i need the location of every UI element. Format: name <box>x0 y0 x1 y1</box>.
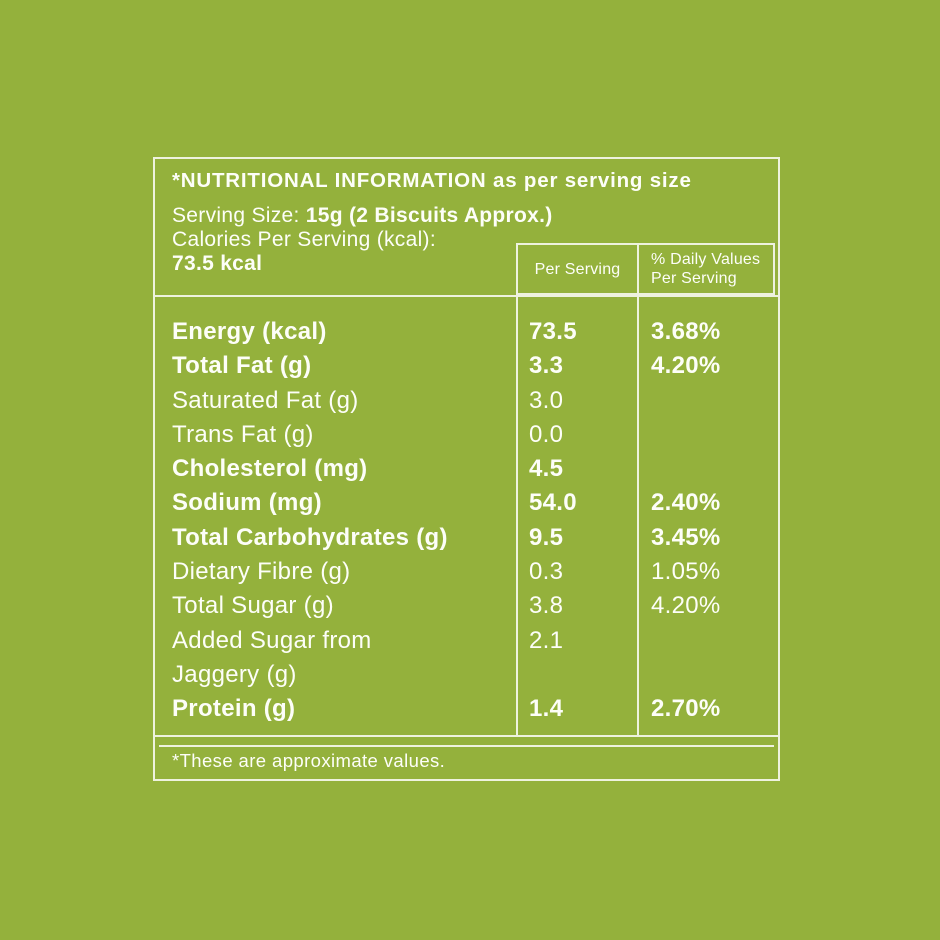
per-serving-value: 1.4 <box>529 695 564 723</box>
per-serving-value: 9.5 <box>529 523 564 551</box>
per-serving-value: 2.1 <box>529 626 564 654</box>
body-footer-separator <box>155 735 778 737</box>
column-header-per-serving: Per Serving <box>534 260 621 278</box>
nutrient-name: Sodium (mg) <box>172 489 322 517</box>
nutrient-name: Saturated Fat (g) <box>172 386 359 414</box>
per-serving-value: 54.0 <box>529 489 577 517</box>
nutrient-name: Total Carbohydrates (g) <box>172 523 448 551</box>
nutrition-row: Dietary Fibre (g) 0.3 1.05% <box>155 555 778 589</box>
nutrient-name: Total Fat (g) <box>172 352 312 380</box>
nutrition-row: Protein (g) 1.4 2.70% <box>155 692 778 726</box>
per-serving-value: 73.5 <box>529 318 577 345</box>
daily-value-percent: 4.20% <box>651 352 721 380</box>
daily-value-percent: 2.40% <box>651 489 721 517</box>
nutrient-name: Trans Fat (g) <box>172 420 314 448</box>
daily-values-line1: % Daily Values <box>651 251 761 268</box>
calories-per-serving-value: 73.5 kcal <box>172 252 263 275</box>
approximate-values-footnote: *These are approximate values. <box>172 750 446 771</box>
per-serving-value: 0.0 <box>529 420 564 448</box>
nutrition-row: Total Sugar (g) 3.8 4.20% <box>155 589 778 623</box>
nutrition-row: Sodium (mg) 54.0 2.40% <box>155 486 778 520</box>
nutrition-row: Energy (kcal) 73.5 3.68% <box>155 315 778 349</box>
nutrition-row: Total Carbohydrates (g) 9.5 3.45% <box>155 521 778 555</box>
calories-per-serving-label: Calories Per Serving (kcal): <box>172 228 436 251</box>
nutrition-row: Cholesterol (mg) 4.5 <box>155 452 778 486</box>
nutritional-information-title: *NUTRITIONAL INFORMATION as per serving … <box>172 169 692 192</box>
column-header-divider <box>637 245 639 293</box>
column-header-daily-values: % Daily Values Per Serving <box>639 245 773 293</box>
per-serving-value: 3.0 <box>529 386 564 414</box>
nutrition-panel: *NUTRITIONAL INFORMATION as per serving … <box>153 157 780 781</box>
per-serving-value: 3.8 <box>529 592 564 620</box>
nutrient-name: Added Sugar from Jaggery (g) <box>172 626 372 688</box>
footnote-top-border <box>159 745 774 747</box>
value-percent-column-line <box>637 297 639 735</box>
nutrient-name: Dietary Fibre (g) <box>172 558 351 586</box>
nutrition-row: Added Sugar from Jaggery (g) 2.1 <box>155 624 778 693</box>
nutrition-row: Saturated Fat (g) 3.0 <box>155 384 778 418</box>
daily-value-percent: 2.70% <box>651 695 721 723</box>
per-serving-value: 0.3 <box>529 558 564 586</box>
nutrient-name: Total Sugar (g) <box>172 592 334 620</box>
header-body-separator <box>155 295 778 297</box>
daily-value-percent: 3.68% <box>651 318 721 345</box>
nutrient-name: Energy (kcal) <box>172 318 327 345</box>
serving-size-label: Serving Size: <box>172 204 306 227</box>
daily-value-percent: 4.20% <box>651 592 721 620</box>
nutrition-row: Trans Fat (g) 0.0 <box>155 418 778 452</box>
nutrition-rows: Energy (kcal) 73.5 3.68% Total Fat (g) 3… <box>155 299 778 727</box>
daily-value-percent: 3.45% <box>651 523 721 551</box>
per-serving-value: 4.5 <box>529 455 564 483</box>
serving-info: Serving Size: 15g (2 Biscuits Approx.) C… <box>172 204 553 276</box>
daily-value-percent: 1.05% <box>651 558 721 586</box>
daily-values-line2: Per Serving <box>651 270 737 287</box>
label-value-column-line <box>516 297 518 735</box>
per-serving-value: 3.3 <box>529 352 564 380</box>
nutrition-row: Total Fat (g) 3.3 4.20% <box>155 349 778 383</box>
nutrient-name: Protein (g) <box>172 695 296 723</box>
column-header-box: Per Serving % Daily Values Per Serving <box>516 243 775 295</box>
nutrient-name: Cholesterol (mg) <box>172 455 368 483</box>
serving-size-line: Serving Size: 15g (2 Biscuits Approx.) <box>172 204 553 228</box>
serving-size-value: 15g (2 Biscuits Approx.) <box>305 204 553 227</box>
